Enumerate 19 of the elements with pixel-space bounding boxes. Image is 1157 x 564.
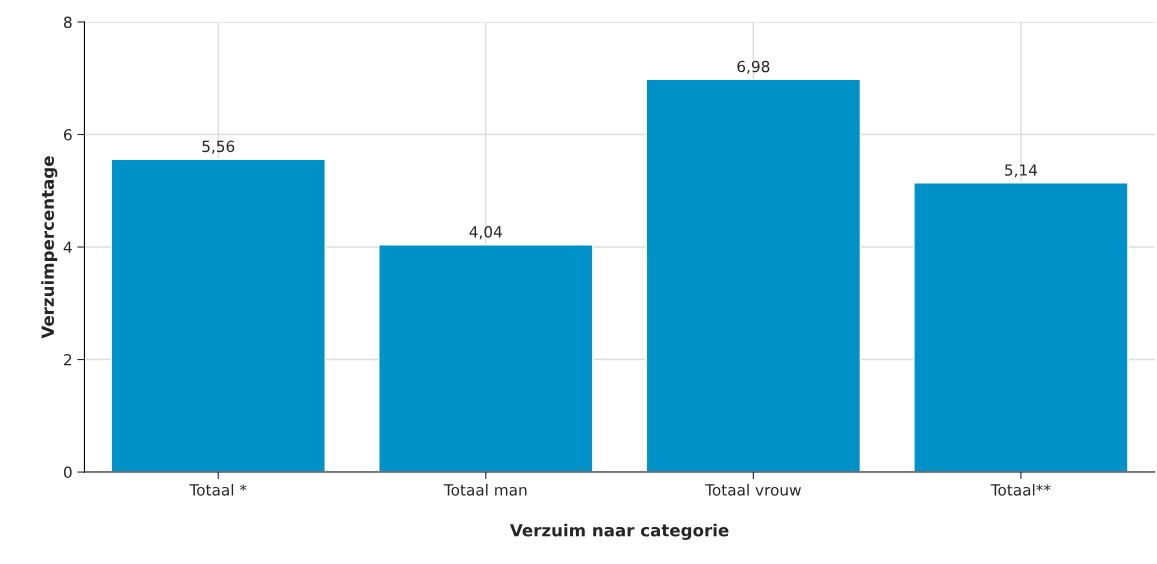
y-tick-label: 6: [64, 128, 72, 141]
bar: [378, 244, 594, 473]
bar: [645, 78, 862, 473]
y-tick-label: 8: [63, 16, 72, 29]
data-label: 6,98: [737, 60, 770, 74]
bar: [110, 158, 326, 473]
data-label: 4,04: [469, 226, 502, 240]
data-label: 5,14: [1005, 164, 1038, 178]
x-tick-label: Totaal man: [443, 483, 527, 496]
y-tick-label: 4: [63, 241, 72, 253]
y-tick-label: 2: [64, 354, 72, 366]
y-tick-label: 0: [63, 466, 72, 479]
x-axis-title: Verzuim naar categorie: [509, 523, 729, 540]
y-axis-title: Verzuimpercentage: [41, 156, 58, 339]
x-tick-label: Totaal *: [189, 483, 247, 496]
bar: [913, 182, 1129, 473]
x-tick-label: Totaal**: [990, 483, 1051, 496]
x-tick-label: Totaal vrouw: [705, 483, 801, 496]
data-label: 5,56: [202, 140, 235, 154]
